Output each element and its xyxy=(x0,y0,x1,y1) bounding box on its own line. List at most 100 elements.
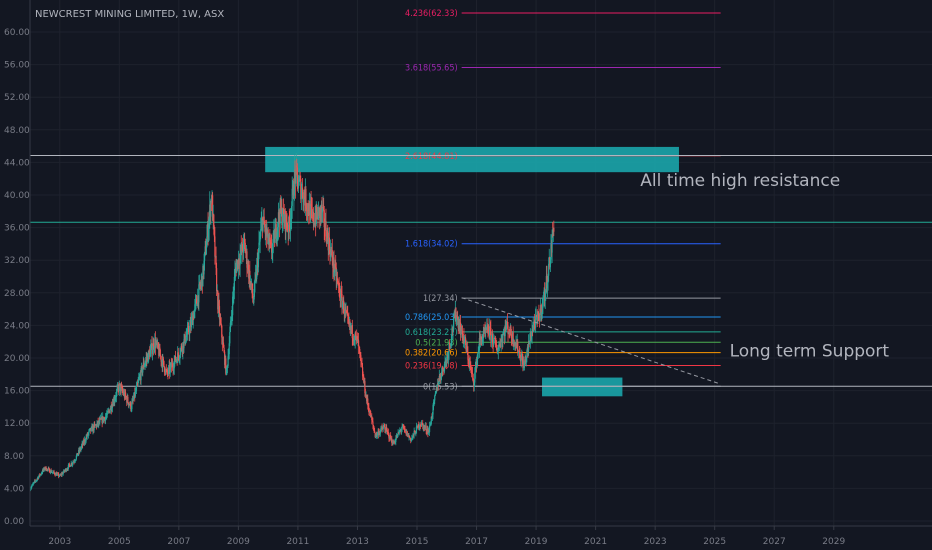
fib-level-label: 0.786(25.03) xyxy=(405,313,458,323)
candle-body xyxy=(327,231,329,238)
candle-body xyxy=(495,344,498,350)
candle-body xyxy=(153,348,155,350)
time-tick-label: 2007 xyxy=(167,537,190,547)
candle-body xyxy=(181,345,183,350)
candle-body xyxy=(222,342,225,348)
candle-body xyxy=(385,427,387,433)
candle-body xyxy=(482,331,485,339)
candle-body xyxy=(37,476,40,479)
candle-body xyxy=(542,297,545,299)
candle-body xyxy=(107,411,109,413)
candle-body xyxy=(220,323,222,326)
fib-level-label: 0(16.53) xyxy=(423,382,458,392)
candle-body xyxy=(498,345,500,348)
candle-body xyxy=(502,335,504,342)
time-tick-label: 2005 xyxy=(108,537,131,547)
candle-body xyxy=(279,200,281,224)
candle-body xyxy=(546,282,549,289)
candle-body xyxy=(546,275,548,289)
candle-body xyxy=(428,425,431,433)
annotation-ath-resistance[interactable]: All time high resistance xyxy=(640,171,840,191)
candle-body xyxy=(187,326,190,333)
resistance-zone[interactable] xyxy=(265,146,679,173)
candle-body xyxy=(246,251,248,268)
candle-body xyxy=(214,236,216,257)
time-tick-label: 2027 xyxy=(763,537,786,547)
time-axis[interactable]: 2003 2005 2007 2009 2011 2013 2015 2017 2019 2021… xyxy=(30,525,932,547)
candle-body xyxy=(131,399,134,403)
candle-body xyxy=(409,437,411,439)
candle-body xyxy=(396,433,399,438)
candle-body xyxy=(143,365,146,367)
candle-body xyxy=(335,267,337,281)
candle-body xyxy=(448,343,450,353)
candle-body xyxy=(233,276,235,291)
candle-body xyxy=(225,368,227,374)
candle-body xyxy=(114,399,116,402)
candle-body xyxy=(147,351,150,362)
candle-body xyxy=(99,419,101,423)
candle-body xyxy=(228,343,230,355)
candle-body xyxy=(490,335,493,341)
trendline[interactable] xyxy=(461,297,721,385)
time-tick-label: 2017 xyxy=(465,537,488,547)
candle-body xyxy=(58,476,60,477)
candle-body xyxy=(155,342,157,348)
candle-body xyxy=(215,255,217,269)
highlight-zones[interactable] xyxy=(265,146,679,397)
candle-body xyxy=(336,278,339,281)
candle-body xyxy=(466,347,468,353)
candle-body xyxy=(29,488,32,491)
candle-body xyxy=(378,432,380,436)
descending-trendline[interactable] xyxy=(461,297,721,385)
candle-body xyxy=(135,385,138,391)
candle-body xyxy=(143,362,145,367)
candle-body xyxy=(77,453,79,456)
support-zone[interactable] xyxy=(542,377,623,397)
candle-body xyxy=(289,219,292,229)
candle-body xyxy=(45,466,47,471)
price-tick-label: 52.00 xyxy=(4,93,30,103)
candle-body xyxy=(151,343,153,354)
candle-body xyxy=(432,401,435,406)
time-tick-label: 2015 xyxy=(406,537,429,547)
candle-body xyxy=(360,355,362,361)
candle-body xyxy=(525,357,527,363)
candle-body xyxy=(300,179,302,200)
candle-body xyxy=(478,338,480,351)
candle-body xyxy=(106,414,108,417)
candle-body xyxy=(362,367,364,377)
candle-body xyxy=(145,358,147,361)
candle-body xyxy=(335,263,337,268)
candle-body xyxy=(347,313,349,316)
candle-body xyxy=(401,427,403,430)
candle-body xyxy=(379,430,381,434)
candle-body xyxy=(317,207,320,220)
candle-body xyxy=(210,200,212,217)
candle-body xyxy=(48,468,51,473)
candle-body xyxy=(220,318,222,324)
annotations[interactable]: All time high resistance Long term Suppor… xyxy=(640,171,889,361)
candle-body xyxy=(425,425,427,431)
candle-body xyxy=(352,338,354,339)
fib-level-label: 0.382(20.66) xyxy=(405,349,458,359)
candle-body xyxy=(138,378,140,382)
candle-body xyxy=(78,450,80,454)
candle-body xyxy=(250,281,252,286)
candle-body xyxy=(277,212,280,228)
candle-body xyxy=(347,315,349,321)
candle-body xyxy=(44,468,46,470)
price-axis[interactable]: 0.00 4.00 8.00 12.00 16.00 20.00 24.00 28.00 32.… xyxy=(0,0,31,527)
candle-body xyxy=(262,220,264,231)
candle-body xyxy=(485,329,487,331)
candle-body xyxy=(179,355,181,359)
candle-body xyxy=(489,326,491,336)
candle-body xyxy=(137,381,139,383)
candle-body xyxy=(236,264,238,273)
candle-body xyxy=(470,365,472,370)
annotation-long-term-support[interactable]: Long term Support xyxy=(730,341,890,361)
candle-body xyxy=(386,427,388,430)
candle-body xyxy=(162,358,164,367)
candle-body xyxy=(482,338,484,340)
